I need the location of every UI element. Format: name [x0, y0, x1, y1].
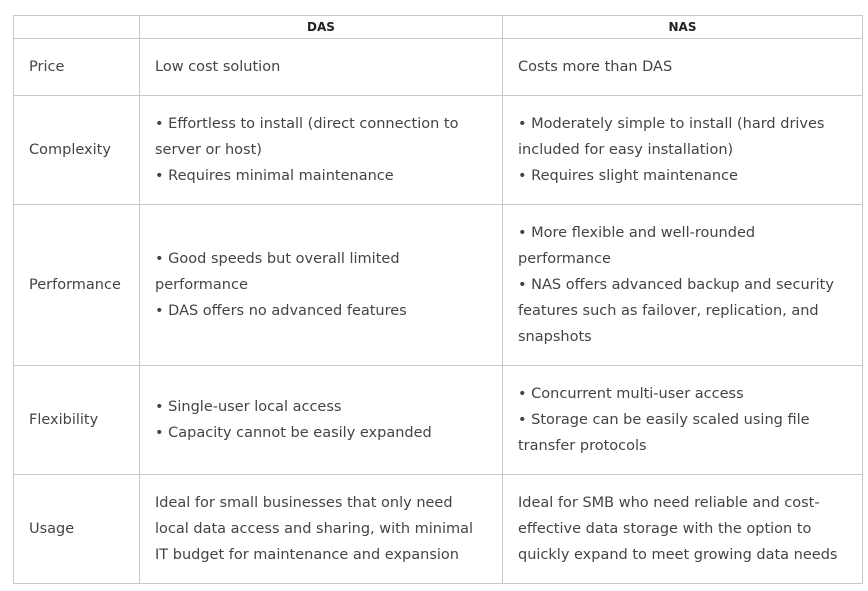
- nas-performance-item: • More flexible and well-rounded perform…: [518, 225, 756, 267]
- das-usage-text: Ideal for small businesses that only nee…: [155, 495, 474, 563]
- cell-das-complexity: • Effortless to install (direct connecti…: [139, 95, 503, 205]
- nas-complexity-item: • Moderately simple to install (hard dri…: [518, 116, 825, 158]
- comparison-table: DAS NAS Price Low cost solution Costs mo…: [13, 15, 863, 584]
- cell-nas-complexity: • Moderately simple to install (hard dri…: [502, 95, 863, 205]
- das-price-text: Low cost solution: [155, 59, 281, 75]
- nas-performance-item: • NAS offers advanced backup and securit…: [518, 277, 834, 345]
- nas-flexibility-item: • Storage can be easily scaled using fil…: [518, 412, 810, 454]
- header-corner: [13, 15, 140, 39]
- das-complexity-item: • Requires minimal maintenance: [155, 168, 394, 184]
- cell-das-usage: Ideal for small businesses that only nee…: [139, 474, 503, 584]
- row-usage: Usage Ideal for small businesses that on…: [13, 474, 863, 584]
- row-label-price: Price: [13, 38, 140, 96]
- row-flexibility: Flexibility • Single-user local access •…: [13, 365, 863, 475]
- nas-complexity-item: • Requires slight maintenance: [518, 168, 738, 184]
- nas-usage-text: Ideal for SMB who need reliable and cost…: [518, 495, 838, 563]
- cell-das-price: Low cost solution: [139, 38, 503, 96]
- row-label-usage: Usage: [13, 474, 140, 584]
- cell-nas-flexibility: • Concurrent multi-user access • Storage…: [502, 365, 863, 475]
- das-performance-item: • Good speeds but overall limited perfor…: [155, 251, 400, 293]
- das-flexibility-item: • Single-user local access: [155, 399, 342, 415]
- das-performance-item: • DAS offers no advanced features: [155, 303, 407, 319]
- row-performance: Performance • Good speeds but overall li…: [13, 204, 863, 366]
- cell-das-performance: • Good speeds but overall limited perfor…: [139, 204, 503, 366]
- row-complexity: Complexity • Effortless to install (dire…: [13, 95, 863, 205]
- das-complexity-item: • Effortless to install (direct connecti…: [155, 116, 459, 158]
- row-label-flexibility: Flexibility: [13, 365, 140, 475]
- cell-das-flexibility: • Single-user local access • Capacity ca…: [139, 365, 503, 475]
- header-nas: NAS: [502, 15, 863, 39]
- row-label-complexity: Complexity: [13, 95, 140, 205]
- nas-price-text: Costs more than DAS: [518, 59, 673, 75]
- header-row: DAS NAS: [13, 15, 863, 39]
- cell-nas-performance: • More flexible and well-rounded perform…: [502, 204, 863, 366]
- row-price: Price Low cost solution Costs more than …: [13, 38, 863, 96]
- header-das: DAS: [139, 15, 503, 39]
- row-label-performance: Performance: [13, 204, 140, 366]
- das-flexibility-item: • Capacity cannot be easily expanded: [155, 425, 432, 441]
- cell-nas-usage: Ideal for SMB who need reliable and cost…: [502, 474, 863, 584]
- nas-flexibility-item: • Concurrent multi-user access: [518, 386, 744, 402]
- cell-nas-price: Costs more than DAS: [502, 38, 863, 96]
